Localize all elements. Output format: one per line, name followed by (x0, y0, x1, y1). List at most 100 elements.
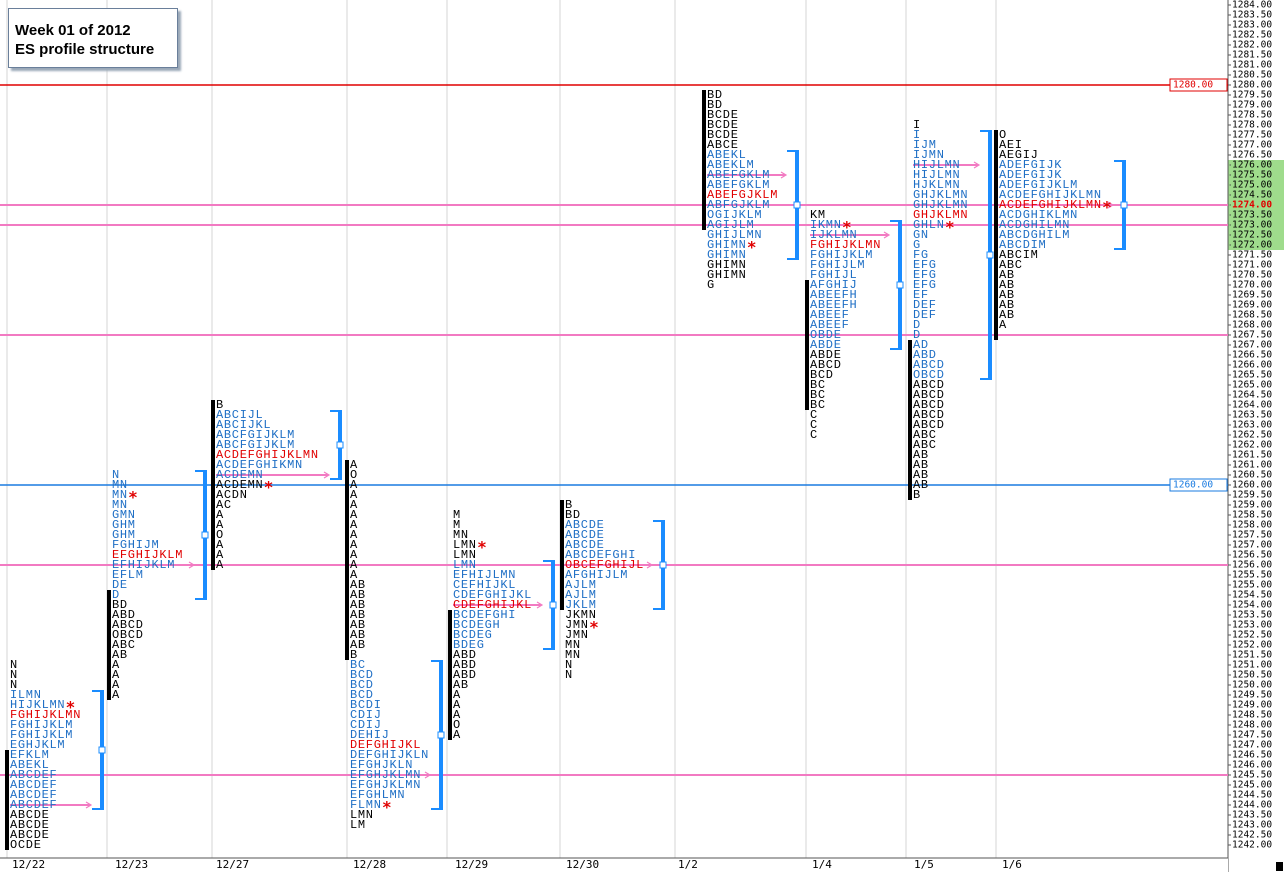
tpo-row: N (112, 468, 120, 482)
highlight-tick-bg (1229, 180, 1284, 190)
tpo-row: EFG (913, 268, 937, 282)
y-tick-label: 1260.00 (1232, 480, 1272, 491)
tpo-row: N (565, 668, 573, 682)
tpo-row: AB (913, 458, 929, 472)
tpo-row: ABCDE (565, 518, 605, 532)
tpo-row: GHM (112, 528, 136, 542)
tpo-row: GHIMN (707, 238, 747, 252)
tpo-row: M (453, 508, 461, 522)
tpo-row: A (112, 658, 120, 672)
tpo-row: BD (112, 598, 128, 612)
mid-arrowhead (323, 471, 331, 479)
tpo-row: ABCDEF (10, 788, 57, 802)
tpo-row: A (453, 688, 461, 702)
chart-subtitle: ES profile structure (15, 41, 155, 58)
tpo-row: CDIJ (350, 708, 382, 722)
tpo-row: GHIMN (707, 258, 747, 272)
tpo-row: MN (112, 488, 128, 502)
y-tick-label: 1279.50 (1232, 90, 1272, 101)
x-tick-label: 12/27 (216, 858, 249, 871)
y-tick-label: 1274.00 (1232, 200, 1272, 211)
close-marker: * (129, 488, 138, 507)
tpo-row: ACDEFGHIKMN (216, 458, 303, 472)
y-tick-label: 1260.50 (1232, 470, 1272, 481)
y-tick-label: 1242.50 (1232, 830, 1272, 841)
tpo-row: ABCD (913, 418, 945, 432)
tpo-row: CDEFGHIJKL (453, 598, 532, 612)
tpo-row: ABCDEFGHI (565, 548, 636, 562)
tpo-row: A (453, 728, 461, 742)
tpo-row: ABCD (913, 388, 945, 402)
tpo-row: ABCFGIJKLM (216, 428, 295, 442)
tpo-row: AB (350, 618, 366, 632)
y-tick-label: 1268.50 (1232, 310, 1272, 321)
tpo-row: ACDGHILMN (999, 218, 1070, 232)
y-tick-label: 1245.50 (1232, 770, 1272, 781)
y-tick-label: 1259.00 (1232, 500, 1272, 511)
tpo-row: FLMN (350, 798, 382, 812)
value-area-mid-marker (98, 746, 106, 754)
tpo-row: JKLM (565, 598, 597, 612)
tpo-row: EF (913, 288, 929, 302)
y-tick-label: 1246.00 (1232, 760, 1272, 771)
tpo-row: AB (350, 638, 366, 652)
tpo-row: B (216, 398, 224, 412)
tpo-row: JMN (565, 628, 589, 642)
tpo-row: BD (707, 98, 723, 112)
value-area-mid-marker (1120, 201, 1128, 209)
y-tick-label: 1255.50 (1232, 570, 1272, 581)
tpo-row: N (10, 678, 18, 692)
value-area-mid-marker (437, 731, 445, 739)
tpo-row: C (810, 428, 818, 442)
y-tick-label: 1252.50 (1232, 630, 1272, 641)
tpo-row: ABEEF (810, 318, 850, 332)
y-tick-label: 1278.50 (1232, 110, 1272, 121)
tpo-row: EFGHJKLMN (350, 768, 421, 782)
highlight-tick-bg (1229, 190, 1284, 200)
tpo-row: HIJKLMN (10, 698, 65, 712)
tpo-row: DEF (913, 308, 937, 322)
value-area-mid-marker (986, 251, 994, 259)
tpo-row: FGHIJKLM (10, 728, 73, 742)
tpo-row: A (216, 548, 224, 562)
y-tick-label: 1250.00 (1232, 680, 1272, 691)
tpo-row: EFHIJLMN (453, 568, 516, 582)
tpo-row: BCD (810, 368, 834, 382)
tpo-row: ABCIM (999, 248, 1039, 262)
tpo-row: O (999, 128, 1007, 142)
level-tag (1169, 78, 1228, 92)
tpo-row: CDEFGHIJKL (453, 588, 532, 602)
tpo-row: GHIMN (707, 248, 747, 262)
tpo-row: ADEFGIJKLM (999, 178, 1078, 192)
tpo-row: ABC (913, 438, 937, 452)
tpo-row: B (565, 498, 573, 512)
close-marker: * (1103, 198, 1112, 217)
tpo-row: ABEEFH (810, 288, 857, 302)
tpo-row: ABC (112, 638, 136, 652)
tpo-row: AB (999, 298, 1015, 312)
tpo-row: ABCD (913, 408, 945, 422)
tpo-row: EFGHLMN (350, 788, 405, 802)
tpo-row: ABCD (810, 358, 842, 372)
y-tick-label: 1254.50 (1232, 590, 1272, 601)
tpo-row: ABCIJL (216, 408, 263, 422)
highlight-tick-bg (1229, 240, 1284, 250)
y-tick-label: 1255.00 (1232, 580, 1272, 591)
y-tick-label: 1245.00 (1232, 780, 1272, 791)
y-tick-label: 1256.50 (1232, 550, 1272, 561)
tpo-row: ABCFGIJKLM (216, 438, 295, 452)
price-axis-panel (1228, 0, 1284, 872)
y-tick-label: 1247.50 (1232, 730, 1272, 741)
y-tick-label: 1275.00 (1232, 180, 1272, 191)
tpo-row: BC (810, 398, 826, 412)
tpo-row: FG (913, 248, 929, 262)
y-tick-label: 1281.50 (1232, 50, 1272, 61)
y-tick-label: 1259.50 (1232, 490, 1272, 501)
tpo-row: BC (350, 658, 366, 672)
tpo-row: A (112, 668, 120, 682)
tpo-row: ABCDE (565, 528, 605, 542)
x-tick-label: 12/30 (566, 858, 599, 871)
tpo-row: BC (810, 388, 826, 402)
level-label: 1280.00 (1173, 80, 1213, 91)
tpo-row: A (350, 518, 358, 532)
